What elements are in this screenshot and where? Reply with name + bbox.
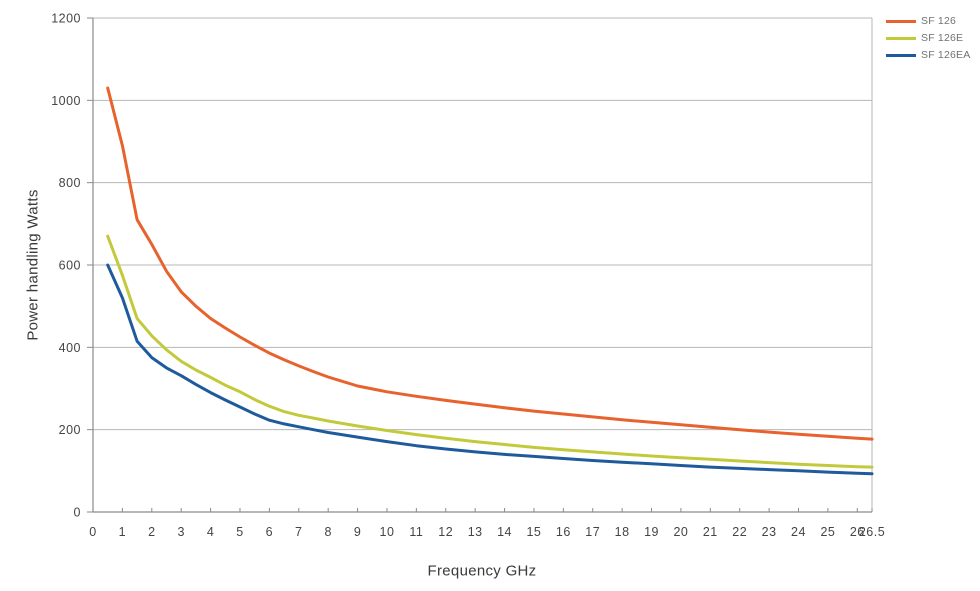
x-tick-label-8: 8 xyxy=(324,525,331,539)
x-tick-label-25: 25 xyxy=(820,525,835,539)
y-tick-label-800: 800 xyxy=(59,176,81,190)
x-tick-label-20: 20 xyxy=(673,525,688,539)
x-tick-label-14: 14 xyxy=(497,525,512,539)
x-tick-label-17: 17 xyxy=(585,525,600,539)
y-tick-label-400: 400 xyxy=(59,341,81,355)
x-tick-label-5: 5 xyxy=(236,525,243,539)
x-tick-label-21: 21 xyxy=(703,525,718,539)
x-tick-label-22: 22 xyxy=(732,525,747,539)
legend-label-sf126: SF 126 xyxy=(921,15,957,27)
legend-line-swatch-sf126ea xyxy=(886,53,916,57)
y-tick-label-1000: 1000 xyxy=(51,94,81,108)
legend-item-sf126ea: SF 126EA xyxy=(886,49,970,61)
series-line-SF-126E xyxy=(106,234,874,469)
legend-item-sf126: SF 126 xyxy=(886,15,970,27)
series-line-SF-126 xyxy=(106,86,874,441)
y-tick-label-200: 200 xyxy=(59,423,81,437)
x-tick-label-12: 12 xyxy=(438,525,453,539)
legend: SF 126 SF 126E SF 126EA xyxy=(886,15,970,61)
legend-line-swatch-sf126 xyxy=(886,19,916,23)
x-tick-label-26: 26 xyxy=(850,525,865,539)
legend-item-sf126e: SF 126E xyxy=(886,32,970,44)
x-tick-label-11: 11 xyxy=(409,525,423,539)
y-tick-label-0: 0 xyxy=(74,506,81,520)
x-tick-label-2: 2 xyxy=(148,525,155,539)
x-tick-label-7: 7 xyxy=(295,525,302,539)
x-axis-title: Frequency GHz xyxy=(427,562,537,580)
x-tick-label-24: 24 xyxy=(791,525,806,539)
x-tick-label-10: 10 xyxy=(380,525,395,539)
x-tick-label-19: 19 xyxy=(644,525,659,539)
y-tick-label-1200: 1200 xyxy=(51,12,81,26)
legend-label-sf126e: SF 126E xyxy=(921,32,964,44)
x-tick-label-6: 6 xyxy=(266,525,273,539)
x-tick-label-13: 13 xyxy=(468,525,483,539)
x-tick-label-15: 15 xyxy=(526,525,541,539)
x-tick-label-18: 18 xyxy=(615,525,630,539)
x-tick-label-3: 3 xyxy=(177,525,184,539)
x-tick-label-23: 23 xyxy=(762,525,777,539)
x-tick-label-0: 0 xyxy=(89,525,96,539)
legend-label-sf126ea: SF 126EA xyxy=(921,49,971,61)
x-tick-label-4: 4 xyxy=(207,525,214,539)
x-tick-label-16: 16 xyxy=(556,525,571,539)
y-tick-label-600: 600 xyxy=(59,259,81,273)
series-line-SF-126EA xyxy=(106,263,874,476)
x-tick-label-9: 9 xyxy=(354,525,361,539)
x-tick-label-26.5: 26.5 xyxy=(859,525,885,539)
x-tick-label-1: 1 xyxy=(119,525,126,539)
legend-line-swatch-sf126e xyxy=(886,36,916,40)
y-axis-title: Power handling Watts xyxy=(24,189,42,341)
